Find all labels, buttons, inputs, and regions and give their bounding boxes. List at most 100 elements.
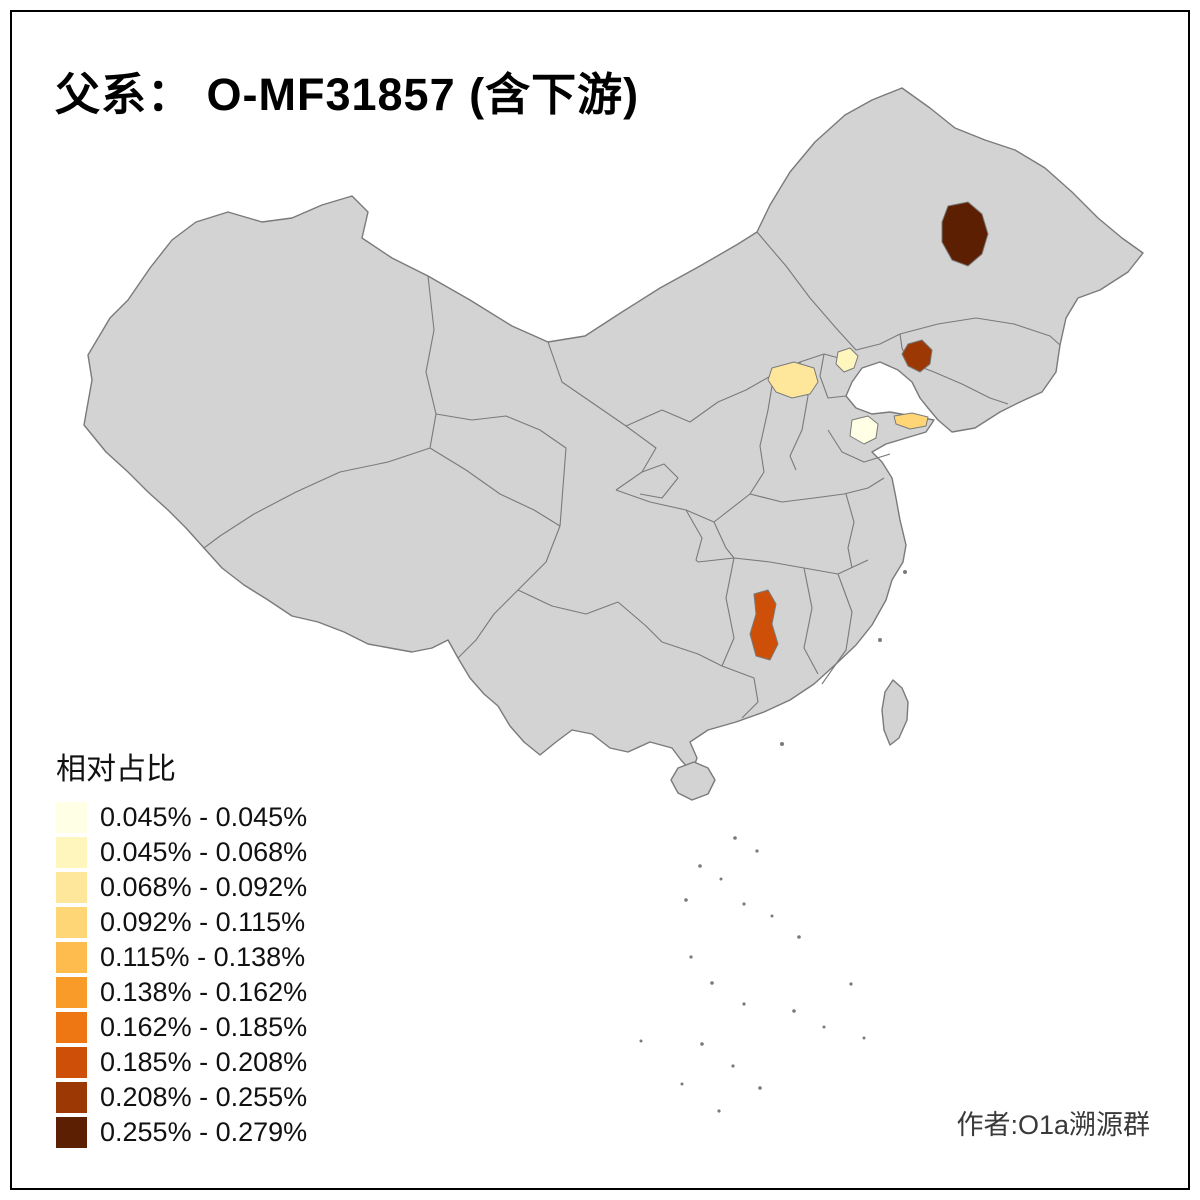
province-border-line xyxy=(435,413,567,527)
island-speck xyxy=(758,1086,762,1090)
island-speck xyxy=(742,1002,746,1006)
region-shandong-west xyxy=(849,415,879,445)
island-speck xyxy=(733,836,737,840)
legend-item: 0.115% - 0.138% xyxy=(56,942,307,973)
island-speck xyxy=(862,1036,866,1040)
legend-swatch xyxy=(56,977,87,1008)
legend-swatch xyxy=(56,872,87,903)
legend-label: 0.045% - 0.068% xyxy=(100,837,308,867)
province-border-line xyxy=(429,447,561,527)
province-border-line xyxy=(819,353,847,399)
legend-swatch xyxy=(56,1012,87,1043)
page-title: 父系： O-MF31857 (含下游) xyxy=(55,69,640,120)
legend-label: 0.068% - 0.092% xyxy=(100,872,308,902)
china-mainland-shape xyxy=(83,87,1144,773)
island-speck xyxy=(700,1042,704,1046)
province-border-line xyxy=(899,333,1009,405)
region-liaoning-central xyxy=(901,339,933,373)
legend-swatch xyxy=(56,802,87,833)
province-border-line xyxy=(899,317,1061,346)
legend-swatch xyxy=(56,907,87,938)
legend-item: 0.185% - 0.208% xyxy=(56,1047,307,1078)
legend-label: 0.162% - 0.185% xyxy=(100,1012,308,1042)
island-speck xyxy=(849,982,853,986)
province-border-line xyxy=(713,521,735,559)
legend-label: 0.045% - 0.045% xyxy=(100,802,308,832)
region-heilongjiang-harbin xyxy=(941,201,989,267)
province-border-line xyxy=(517,589,619,615)
south-china-sea-islands xyxy=(639,570,907,1113)
legend-item: 0.255% - 0.279% xyxy=(56,1117,307,1148)
legend-label: 0.115% - 0.138% xyxy=(100,942,306,972)
highlighted-regions xyxy=(749,201,989,661)
province-border-line xyxy=(845,493,855,569)
island-speck xyxy=(742,902,746,906)
province-border-line xyxy=(639,463,679,499)
province-border-line xyxy=(827,429,891,463)
legend-label: 0.185% - 0.208% xyxy=(100,1047,308,1077)
province-border-line xyxy=(741,677,759,719)
island-speck xyxy=(770,914,774,918)
legend-label: 0.255% - 0.279% xyxy=(100,1117,308,1147)
island-speck xyxy=(731,1064,735,1068)
province-border-line xyxy=(721,557,735,667)
hainan-island-shape xyxy=(670,761,716,801)
island-speck xyxy=(822,1025,826,1029)
taiwan-island-shape xyxy=(881,679,909,746)
region-hebei-central xyxy=(767,361,819,399)
legend-item: 0.068% - 0.092% xyxy=(56,872,307,903)
province-border-line xyxy=(457,525,561,659)
province-border-line xyxy=(803,567,819,675)
province-border-line xyxy=(685,509,703,563)
province-border-line xyxy=(661,641,755,679)
legend-label: 0.208% - 0.255% xyxy=(100,1082,308,1112)
province-border-line xyxy=(203,447,431,549)
province-border-line xyxy=(697,557,869,575)
province-border-line xyxy=(625,353,847,427)
island-speck xyxy=(755,849,759,853)
island-speck xyxy=(684,898,688,902)
island-speck xyxy=(717,1109,721,1113)
region-shandong-peninsula xyxy=(893,412,929,430)
island-speck xyxy=(780,742,784,746)
province-border-line xyxy=(617,601,663,643)
province-border-line xyxy=(835,573,853,665)
island-speck xyxy=(797,935,801,939)
island-speck xyxy=(680,1082,684,1086)
legend-swatch xyxy=(56,1117,87,1148)
legend-item: 0.092% - 0.115% xyxy=(56,907,307,938)
legend: 相对占比 0.045% - 0.045% 0.045% - 0.068% 0.0… xyxy=(56,744,307,1152)
legend-item: 0.138% - 0.162% xyxy=(56,977,307,1008)
map-land xyxy=(83,87,1144,801)
region-hunan-northwest xyxy=(749,589,779,661)
legend-item: 0.208% - 0.255% xyxy=(56,1082,307,1113)
island-speck xyxy=(719,877,723,881)
legend-title: 相对占比 xyxy=(56,753,176,786)
island-speck xyxy=(639,1039,643,1043)
island-speck xyxy=(903,570,907,574)
legend-swatch xyxy=(56,942,87,973)
island-speck xyxy=(689,955,693,959)
province-border-line xyxy=(749,373,775,495)
legend-swatch xyxy=(56,1082,87,1113)
legend-item: 0.045% - 0.068% xyxy=(56,837,307,868)
island-speck xyxy=(878,638,882,642)
legend-label: 0.092% - 0.115% xyxy=(100,907,306,937)
legend-swatch xyxy=(56,837,87,868)
legend-item: 0.045% - 0.045% xyxy=(56,802,307,833)
province-border-line xyxy=(756,231,901,351)
province-border-line xyxy=(749,477,885,503)
legend-swatch xyxy=(56,1047,87,1078)
author-credit: 作者:O1a溯源群 xyxy=(956,1110,1150,1140)
legend-item: 0.162% - 0.185% xyxy=(56,1012,307,1043)
region-tianjin xyxy=(835,347,859,373)
island-speck xyxy=(792,1009,796,1013)
province-border-line xyxy=(821,663,837,685)
province-border-line xyxy=(425,275,437,449)
island-speck xyxy=(698,864,702,868)
province-borders xyxy=(203,231,1061,719)
island-speck xyxy=(710,981,714,985)
map-frame xyxy=(10,10,1190,1190)
